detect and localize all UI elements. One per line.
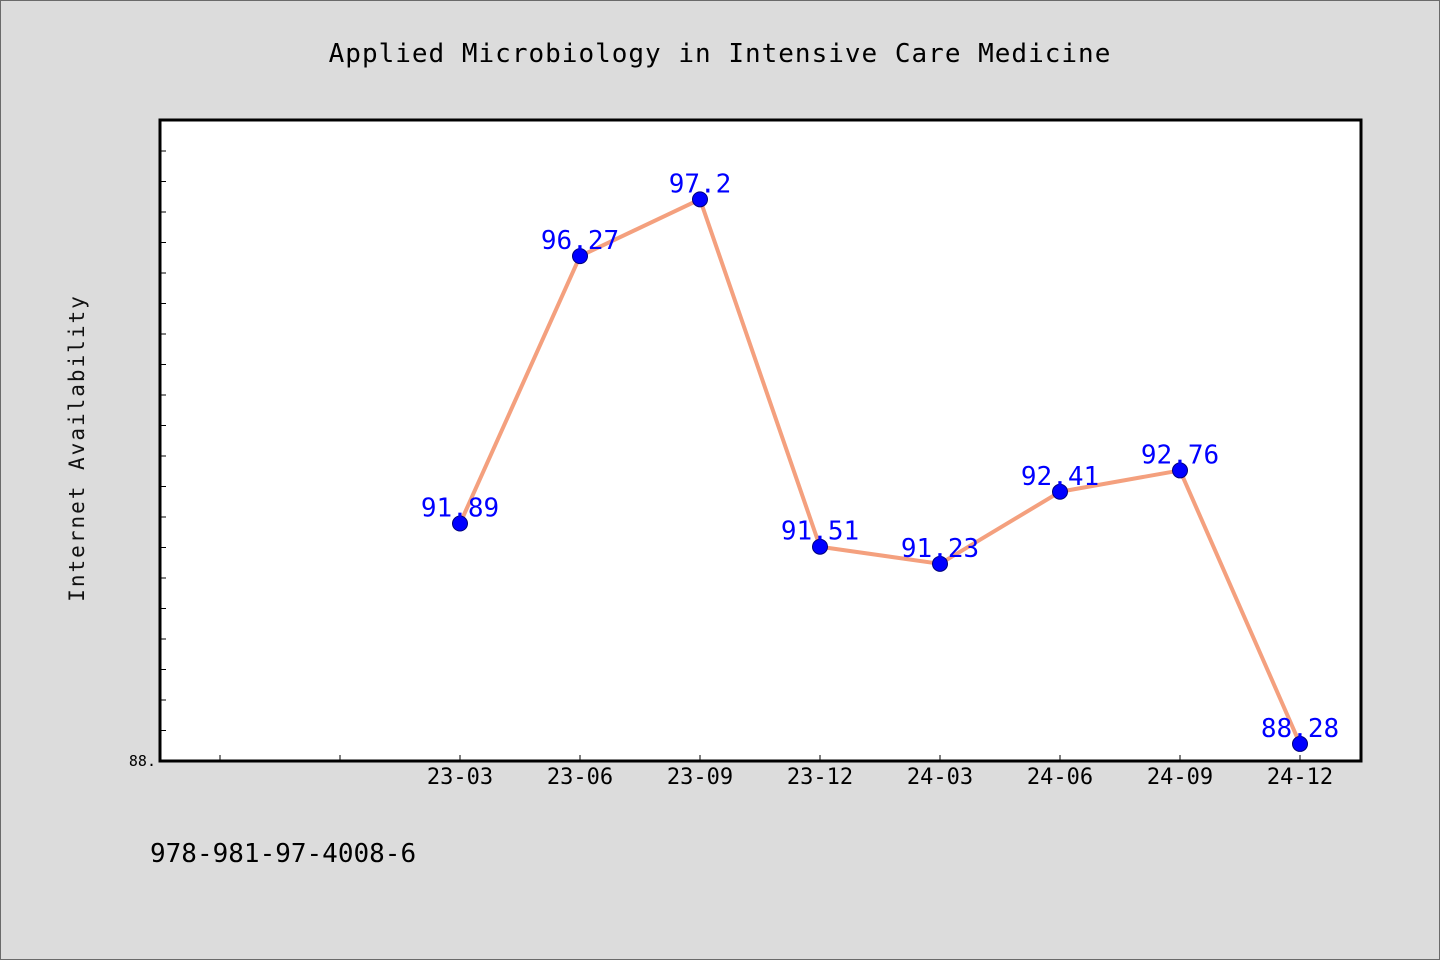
data-point	[572, 248, 588, 265]
data-label: 91.23	[901, 534, 979, 564]
data-label: 91.51	[781, 517, 859, 547]
series-line	[458, 197, 1302, 746]
x-tick-label: 24-12	[1267, 765, 1333, 790]
data-labels: 91.89 96.27 97.2 91.51 91.23 92.41 92.76 88.28	[421, 169, 1339, 744]
data-label: 92.41	[1021, 462, 1099, 492]
data-label: 92.76	[1141, 440, 1219, 470]
x-tick-label: 23-12	[787, 765, 853, 790]
data-point	[1172, 462, 1188, 479]
y-tick-label: 88.	[129, 752, 156, 770]
isbn-footer: 978-981-97-4008-6	[150, 839, 416, 869]
data-label: 97.2	[669, 169, 732, 199]
data-markers	[452, 191, 1308, 752]
data-label: 88.28	[1261, 714, 1339, 744]
x-tick-label: 23-09	[667, 765, 733, 790]
data-label: 91.89	[421, 494, 499, 524]
data-point	[452, 515, 468, 532]
x-tick-label: 23-03	[427, 765, 493, 790]
data-point	[692, 191, 708, 208]
data-point	[1052, 483, 1068, 500]
plot-area	[158, 118, 1363, 763]
data-point	[932, 555, 948, 572]
data-label: 96.27	[541, 226, 619, 256]
y-axis-ticks	[160, 150, 166, 762]
series-line-group	[458, 197, 1302, 746]
y-axis-label: Internet Availability	[65, 294, 89, 602]
x-tick-labels: 23-03 23-06 23-09 23-12 24-03 24-06 24-09 24-12	[427, 765, 1333, 790]
data-point	[1292, 735, 1308, 752]
chart-title: Applied Microbiology in Intensive Care M…	[329, 39, 1112, 69]
x-tick-label: 23-06	[547, 765, 613, 790]
x-axis-ticks	[219, 755, 1301, 761]
x-tick-label: 24-06	[1027, 765, 1093, 790]
x-tick-label: 24-09	[1147, 765, 1213, 790]
data-point	[812, 538, 828, 555]
x-tick-label: 24-03	[907, 765, 973, 790]
